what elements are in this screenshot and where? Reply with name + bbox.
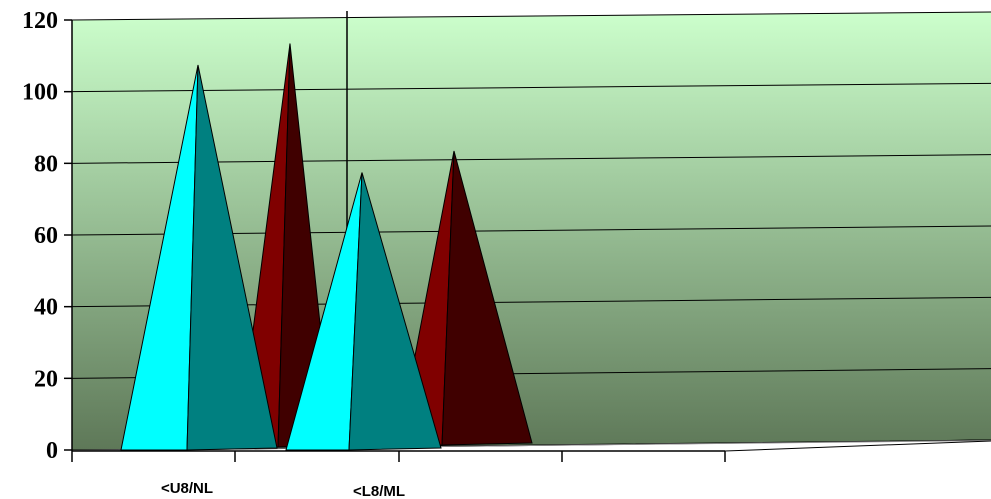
- y-tick-label: 60: [34, 223, 58, 249]
- gridlines: [71, 11, 991, 379]
- x-tick-label: <U8/NL: [161, 480, 213, 497]
- x-tick-label: <L8/ML: [353, 483, 405, 499]
- gridline: [71, 11, 991, 21]
- y-tick-label: 40: [34, 295, 58, 321]
- pyramid-face-right: [186, 64, 278, 451]
- y-tick-label: 100: [22, 80, 58, 106]
- pyramid-face-right: [348, 172, 442, 451]
- y-tick-label: 80: [34, 151, 58, 177]
- pyramid-series: [120, 43, 533, 451]
- gridline: [71, 82, 991, 93]
- y-axis: 0 20 40 60 80 100 120: [22, 8, 73, 464]
- y-tick-label: 20: [34, 366, 58, 392]
- y-tick-label: 120: [22, 8, 58, 34]
- x-axis: <U8/NL <L8/ML: [71, 440, 991, 499]
- gridline: [71, 154, 991, 164]
- x-axis-floor-edge: [724, 440, 991, 452]
- pyramid-face-right: [441, 150, 533, 446]
- y-tick-label: 0: [46, 438, 58, 464]
